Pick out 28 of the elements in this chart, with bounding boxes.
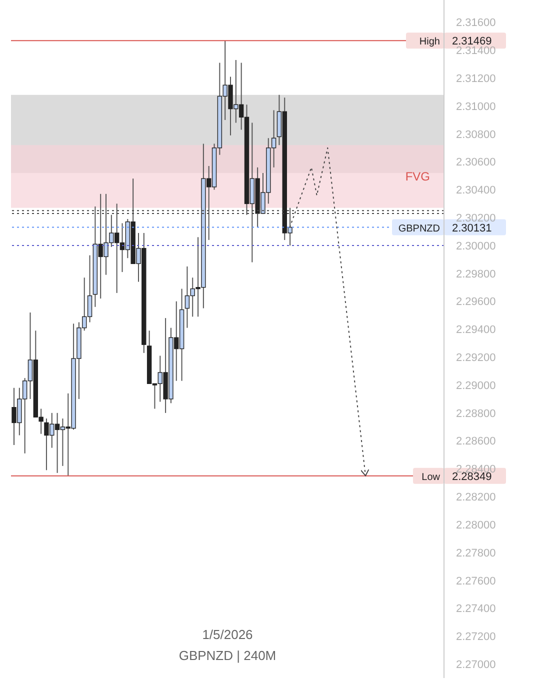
y-tick-label: 2.29200 (456, 352, 496, 364)
band-label: FVG (405, 170, 430, 184)
y-tick-label: 2.28800 (456, 408, 496, 420)
y-tick-label: 2.30800 (456, 128, 496, 141)
y-tick-label: 2.29000 (456, 380, 496, 392)
y-tick-label: 2.30200 (456, 212, 496, 225)
annotation: 1/5/2026 (201, 627, 254, 642)
y-tick-label: 2.31000 (456, 100, 496, 113)
y-tick-label: 2.27800 (456, 547, 496, 560)
y-tick-label: 2.27200 (456, 631, 496, 644)
text: GBPNZD 2.30131 (398, 222, 492, 234)
y-tick-label: 2.31400 (456, 45, 496, 58)
y-tick-label: 2.27600 (456, 575, 496, 588)
y-tick-label: 2.28600 (456, 436, 496, 448)
y-tick-label: 2.30400 (456, 184, 496, 197)
y-tick-label: 2.28200 (456, 492, 496, 504)
y-tick-label: 2.29800 (456, 268, 496, 280)
y-tick-label: 2.29400 (456, 324, 496, 336)
y-tick-label: 2.28000 (456, 519, 496, 532)
text: High 2.31469 (419, 36, 492, 48)
y-tick-label: 2.31200 (456, 73, 496, 86)
y-tick-label: 2.30600 (456, 156, 496, 169)
y-tick-label: 2.27000 (456, 658, 496, 671)
y-tick-label: 2.27400 (456, 603, 496, 616)
annotation: GBPNZD | 240M (178, 648, 278, 663)
y-tick-label: 2.31600 (456, 17, 496, 30)
y-tick-label: 2.30000 (456, 240, 496, 252)
y-tick-label: 2.29600 (456, 296, 496, 308)
